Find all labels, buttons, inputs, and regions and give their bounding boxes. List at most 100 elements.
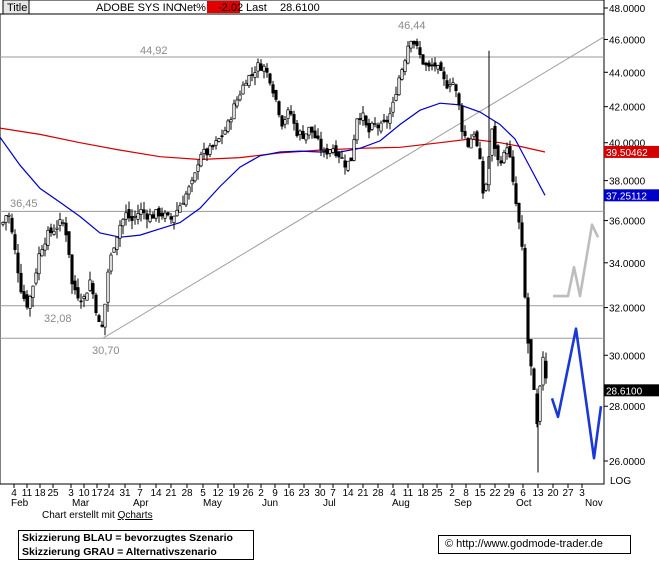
price-label-44-92: 44,92	[140, 45, 168, 57]
candle-119	[358, 112, 362, 125]
x-tick-month: Mar	[72, 498, 90, 509]
candle-82	[247, 74, 251, 89]
candle-10	[31, 285, 35, 308]
candle-126	[379, 120, 383, 134]
y-tick-label: 34.0000	[609, 259, 646, 270]
candle-53	[160, 207, 164, 220]
candle-7	[22, 284, 26, 302]
candle-4	[13, 229, 17, 255]
candle-34	[103, 303, 107, 336]
candle-74	[223, 126, 227, 135]
candle-139	[418, 40, 422, 59]
source-url[interactable]: © http://www.godmode-trader.de	[438, 535, 631, 554]
x-tick-day: 21	[165, 488, 177, 499]
y-tick-label: 48.0000	[609, 4, 646, 15]
x-tick-month: Jul	[323, 498, 336, 509]
chart-header: Title ADOBE SYS INC Net% -2.02 Last 28.6…	[2, 0, 605, 15]
candle-123	[370, 121, 374, 131]
candle-92	[277, 100, 281, 118]
x-tick-day: 30	[314, 488, 326, 499]
candle-57	[172, 215, 176, 230]
x-tick-day: 24	[103, 488, 115, 499]
candle-73	[220, 129, 224, 145]
candle-58	[175, 202, 179, 217]
candle-83	[250, 67, 254, 82]
candle-6	[19, 263, 23, 294]
candle-131	[394, 86, 398, 102]
candle-29	[88, 271, 92, 292]
x-tick-month: Jun	[262, 498, 278, 509]
candle-124	[373, 117, 377, 128]
candle-49	[148, 208, 152, 224]
candle-15	[46, 226, 50, 251]
candle-43	[130, 209, 134, 230]
candle-31	[94, 292, 98, 316]
horizontal-levels	[0, 56, 604, 339]
candle-16	[49, 223, 53, 237]
candle-134	[403, 58, 407, 76]
candle-137	[412, 40, 416, 49]
qcharts-link[interactable]: Qcharts	[117, 510, 153, 521]
x-tick-day: 18	[34, 488, 46, 499]
candle-61	[184, 190, 188, 207]
candle-143	[430, 58, 434, 71]
candle-22	[67, 231, 71, 258]
x-tick-day: 27	[562, 488, 574, 499]
candle-63	[190, 176, 194, 193]
candle-85	[256, 58, 260, 79]
candle-95	[286, 106, 290, 125]
candle-25	[76, 278, 80, 301]
x-tick-day: 22	[489, 488, 501, 499]
title-label: Title	[7, 2, 27, 14]
candle-148	[445, 74, 449, 90]
candle-171	[514, 176, 518, 207]
candle-103	[310, 126, 314, 139]
candle-28	[85, 292, 89, 301]
x-tick-day: 21	[357, 488, 369, 499]
candle-96	[289, 105, 293, 117]
candle-112	[337, 150, 341, 164]
candle-17	[52, 224, 56, 236]
candle-93	[280, 115, 284, 130]
svg-text:37.25112: 37.25112	[606, 191, 647, 202]
candle-1	[4, 214, 8, 231]
candle-36	[109, 252, 113, 275]
y-tick-label: 38.0000	[609, 177, 646, 188]
candle-122	[367, 118, 371, 139]
symbol-name: ADOBE SYS INC	[96, 2, 182, 14]
candle-136	[409, 40, 413, 53]
candle-127	[382, 113, 386, 124]
candle-2	[7, 212, 11, 224]
candle-114	[343, 154, 347, 175]
x-tick-day: 14	[150, 488, 162, 499]
x-tick-day: 7	[137, 488, 143, 499]
axis-marker-2: 28.6100	[604, 384, 659, 397]
x-tick-day: 18	[417, 488, 429, 499]
candle-176	[529, 339, 533, 376]
candle-39	[118, 220, 122, 247]
candle-98	[295, 120, 299, 138]
candle-52	[157, 206, 161, 223]
trendline-group	[102, 35, 606, 339]
x-tick-day: 2	[449, 488, 455, 499]
candle-65	[196, 159, 200, 180]
candle-169	[508, 140, 512, 159]
x-tick-day: 15	[474, 488, 486, 499]
x-tick-day: 17	[91, 488, 103, 499]
candle-30	[91, 280, 95, 299]
x-tick-day: 4	[11, 488, 17, 499]
candle-115	[346, 160, 350, 172]
candle-68	[205, 147, 209, 162]
y-axis: 48.0000 46.0000 44.0000 42.0000 40.0000 38.00…	[604, 4, 646, 468]
candle-50	[151, 211, 155, 219]
x-tick-day: 3	[579, 488, 585, 499]
candle-166	[499, 155, 503, 166]
y-tick-label: 26.0000	[609, 457, 646, 468]
ma50-line	[0, 102, 546, 238]
candle-9	[28, 294, 32, 317]
candle-154	[463, 125, 467, 139]
alternative-scenario-line	[553, 223, 600, 298]
candle-8	[25, 290, 29, 310]
candle-113	[340, 150, 344, 159]
